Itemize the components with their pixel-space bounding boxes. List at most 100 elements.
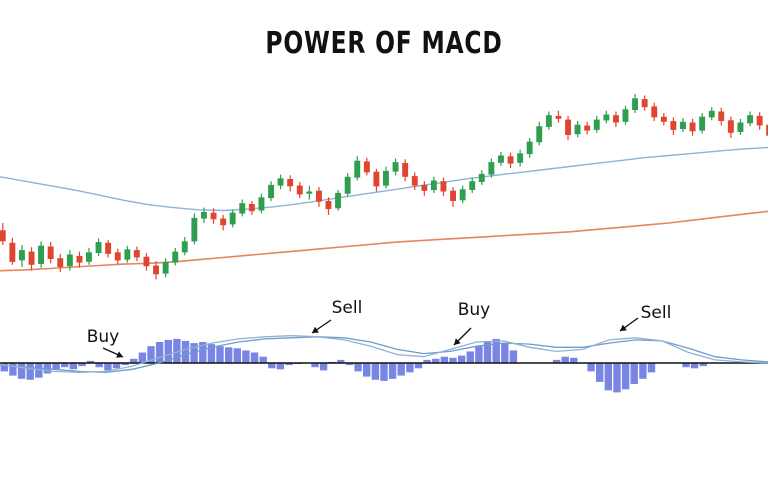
candle-body bbox=[258, 197, 265, 211]
macd-histogram-bar bbox=[26, 363, 34, 380]
macd-histogram-bar bbox=[483, 342, 492, 363]
macd-histogram-bar bbox=[552, 359, 561, 363]
candle-body bbox=[766, 124, 768, 136]
macd-histogram-bar bbox=[457, 355, 466, 363]
macd-histogram-bar bbox=[121, 363, 129, 366]
macd-histogram-bar bbox=[69, 363, 77, 370]
candle-body bbox=[201, 212, 207, 219]
macd-histogram-bar bbox=[501, 343, 509, 363]
chart-title: POWER OF MACD bbox=[265, 26, 503, 61]
macd-signal-line bbox=[0, 336, 768, 374]
macd-histogram-bar bbox=[388, 363, 397, 379]
candle-body bbox=[287, 179, 294, 187]
candle-body bbox=[76, 256, 83, 263]
candle-body bbox=[306, 191, 313, 194]
macd-histogram-bar bbox=[414, 363, 423, 369]
annotation-label-buy: Buy bbox=[87, 327, 120, 347]
macd-histogram-bar bbox=[570, 357, 578, 364]
candle-body bbox=[507, 156, 514, 164]
candle-body bbox=[344, 176, 351, 194]
macd-histogram-bar bbox=[112, 363, 121, 369]
macd-histogram-bar bbox=[604, 363, 612, 391]
macd-histogram-bar bbox=[363, 363, 371, 377]
macd-histogram-bar bbox=[86, 360, 95, 363]
macd-histogram-bar bbox=[492, 338, 500, 363]
macd-histogram-bar bbox=[621, 363, 630, 390]
candle-body bbox=[632, 98, 638, 110]
macd-histogram-bar bbox=[613, 363, 621, 393]
candle-body bbox=[181, 241, 188, 253]
candle-body bbox=[459, 189, 466, 201]
candle-body bbox=[545, 115, 552, 127]
candle-body bbox=[373, 171, 380, 187]
macd-histogram-bar bbox=[147, 346, 155, 363]
macd-histogram-bar bbox=[319, 363, 328, 371]
candle-body bbox=[708, 110, 715, 118]
candle-body bbox=[95, 242, 102, 254]
candle-body bbox=[555, 115, 562, 119]
candle-body bbox=[440, 181, 447, 192]
macd-histogram-bar bbox=[423, 359, 431, 363]
candle-body bbox=[498, 155, 504, 163]
candle-body bbox=[651, 106, 658, 118]
macd-histogram-bar bbox=[138, 352, 147, 363]
candle-body bbox=[239, 203, 246, 214]
macd-histogram-bar bbox=[449, 357, 457, 364]
fast-moving-average-line bbox=[0, 146, 768, 212]
candle-body bbox=[680, 121, 686, 130]
macd-histogram-bar bbox=[242, 350, 250, 363]
candle-body bbox=[727, 120, 734, 133]
macd-histogram-bar bbox=[155, 342, 164, 363]
macd-histogram-bar bbox=[561, 356, 569, 363]
candle-body bbox=[641, 99, 648, 108]
candle-body bbox=[392, 162, 399, 172]
candle-body bbox=[756, 115, 763, 126]
macd-histogram-bar bbox=[406, 363, 414, 373]
macd-histogram-bar bbox=[432, 358, 440, 363]
annotation-arrow-head bbox=[454, 338, 461, 345]
candle-body bbox=[421, 184, 428, 191]
macd-histogram-bar bbox=[311, 363, 319, 368]
macd-histogram-bar bbox=[0, 363, 9, 372]
macd-histogram-bar bbox=[104, 363, 112, 371]
macd-histogram-bar bbox=[682, 363, 690, 368]
candle-body bbox=[277, 178, 284, 186]
candle-body bbox=[162, 261, 169, 274]
candle-body bbox=[622, 109, 629, 122]
candle-body bbox=[0, 230, 6, 242]
candle-body bbox=[296, 185, 303, 195]
macd-histogram-bar bbox=[181, 340, 190, 363]
annotation-arrow-head bbox=[620, 324, 627, 331]
macd-histogram-bar bbox=[380, 363, 388, 381]
candle-body bbox=[66, 254, 73, 267]
macd-histogram-bar bbox=[509, 350, 518, 363]
macd-histogram-bar bbox=[337, 359, 345, 363]
macd-histogram-bar bbox=[345, 363, 354, 366]
candle-body bbox=[430, 180, 437, 190]
candle-body bbox=[38, 245, 44, 264]
macd-histogram-bar bbox=[587, 363, 595, 372]
candle-body bbox=[114, 252, 121, 261]
candle-body bbox=[363, 161, 370, 173]
candle-body bbox=[57, 258, 64, 267]
macd-histogram-bar bbox=[699, 363, 707, 367]
macd-histogram-bar bbox=[207, 344, 216, 363]
candle-body bbox=[153, 265, 159, 275]
candle-body bbox=[325, 201, 332, 210]
macd-histogram-bar bbox=[250, 352, 259, 363]
macd-histogram-bar bbox=[199, 342, 207, 363]
macd-histogram-bar bbox=[225, 347, 233, 364]
macd-histogram-bar bbox=[52, 363, 60, 370]
annotation-label-sell: Sell bbox=[641, 303, 672, 323]
macd-histogram-bar bbox=[61, 363, 69, 368]
candle-body bbox=[660, 116, 667, 122]
candle-body bbox=[469, 181, 476, 190]
candle-body bbox=[210, 212, 217, 220]
candle-body bbox=[536, 126, 543, 143]
candle-body bbox=[143, 256, 150, 267]
slow-moving-average-line bbox=[0, 210, 768, 272]
candle-body bbox=[248, 203, 255, 212]
candle-body bbox=[172, 251, 179, 263]
macd-histogram-bar bbox=[596, 363, 604, 382]
